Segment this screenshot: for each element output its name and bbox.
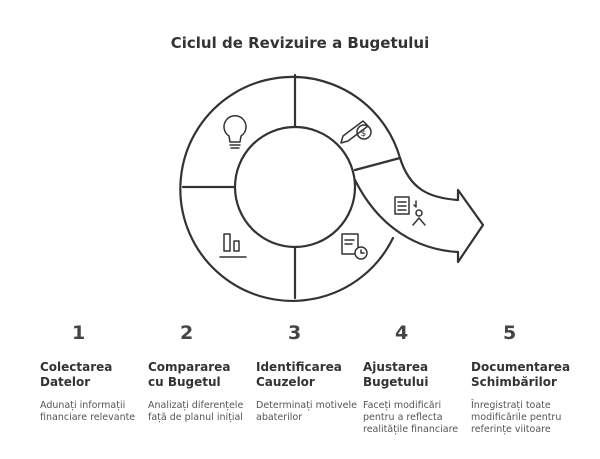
step-title-line: Compararea bbox=[148, 360, 231, 374]
step-title-line: cu Bugetul bbox=[148, 375, 221, 389]
divider-right bbox=[353, 156, 402, 172]
step-description: Faceți modificări pentru a reflecta real… bbox=[363, 400, 459, 435]
step-title-line: Cauzelor bbox=[256, 375, 315, 389]
step-title: Ajustarea Bugetului bbox=[363, 360, 473, 390]
step-title-line: Identificarea bbox=[256, 360, 342, 374]
step-number: 4 bbox=[395, 322, 409, 344]
step-title: Compararea cu Bugetul bbox=[148, 360, 258, 390]
inner-circle bbox=[233, 125, 357, 249]
checklist-person-icon bbox=[394, 196, 426, 226]
step-title-line: Schimbărilor bbox=[471, 375, 557, 389]
arrow-segment bbox=[353, 156, 485, 264]
clipboard-clock-icon bbox=[341, 233, 368, 260]
step-title-line: Bugetului bbox=[363, 375, 429, 389]
step-5: 5 Documentarea Schimbărilor Înregistrați … bbox=[471, 322, 591, 436]
cycle-diagram: $ bbox=[179, 73, 485, 302]
step-number: 3 bbox=[288, 322, 302, 344]
step-title-line: Colectarea bbox=[40, 360, 113, 374]
step-1: 1 Colectarea Datelor Adunați informații f… bbox=[40, 322, 150, 424]
step-title-line: Documentarea bbox=[471, 360, 571, 374]
step-2: 2 Compararea cu Bugetul Analizați diferen… bbox=[148, 322, 258, 424]
svg-text:$: $ bbox=[361, 129, 367, 139]
pencil-dollar-icon: $ bbox=[340, 120, 372, 144]
step-number: 2 bbox=[180, 322, 194, 344]
step-title: Colectarea Datelor bbox=[40, 360, 150, 390]
step-number: 5 bbox=[503, 322, 517, 344]
step-title: Documentarea Schimbărilor bbox=[471, 360, 591, 390]
step-4: 4 Ajustarea Bugetului Faceți modificări p… bbox=[363, 322, 473, 436]
step-title-line: Datelor bbox=[40, 375, 91, 389]
step-description: Determinați motivele abaterilor bbox=[256, 400, 357, 423]
step-title-line: Ajustarea bbox=[363, 360, 429, 374]
step-title: Identificarea Cauzelor bbox=[256, 360, 366, 390]
lightbulb-icon bbox=[223, 115, 247, 149]
step-description: Adunați informații financiare relevante bbox=[40, 400, 136, 423]
step-description: Analizați diferențele față de planul ini… bbox=[148, 400, 244, 423]
step-description: Înregistrați toate modificările pentru r… bbox=[471, 400, 562, 435]
step-3: 3 Identificarea Cauzelor Determinați moti… bbox=[256, 322, 366, 424]
diagram-title: Ciclul de Revizuire a Bugetului bbox=[170, 34, 430, 52]
step-number: 1 bbox=[72, 322, 86, 344]
outer-ring bbox=[179, 75, 402, 302]
bar-chart-icon bbox=[219, 233, 247, 258]
